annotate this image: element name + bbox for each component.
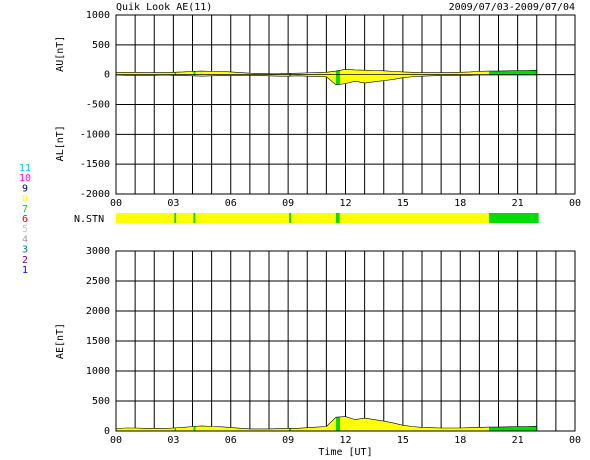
x-tick-label: 15 <box>397 435 409 446</box>
nstn-label: N.STN <box>74 214 104 225</box>
x-tick-label: 00 <box>110 198 122 209</box>
y-tick-label: 2500 <box>86 276 110 287</box>
station-legend-label: 3 <box>22 245 28 256</box>
nstn-segment <box>290 213 336 223</box>
station-legend-label: 10 <box>19 173 31 184</box>
x-tick-label: 09 <box>282 435 294 446</box>
station-legend-label: 8 <box>22 194 28 205</box>
y-axis-label: AU[nT] <box>55 36 66 72</box>
x-tick-label: 03 <box>167 435 179 446</box>
nstn-segment <box>289 213 291 223</box>
y-tick-label: 1500 <box>86 336 110 347</box>
y-axis-label: AE[nT] <box>55 323 66 359</box>
x-tick-label: 06 <box>225 435 237 446</box>
y-tick-label: -1000 <box>80 129 110 140</box>
x-tick-label: 09 <box>282 198 294 209</box>
date-range: 2009/07/03-2009/07/04 <box>449 2 575 13</box>
x-tick-label: 00 <box>569 198 581 209</box>
station-legend-label: 4 <box>22 234 28 245</box>
nstn-segment <box>195 213 290 223</box>
nstn-segment <box>335 213 340 223</box>
chart-title: Quik Look AE(11) <box>116 2 212 13</box>
y-tick-label: -1500 <box>80 159 110 170</box>
y-tick-label: 500 <box>92 396 110 407</box>
x-tick-label: 12 <box>339 435 351 446</box>
x-tick-label: 21 <box>512 198 524 209</box>
y-tick-label: 2000 <box>86 306 110 317</box>
x-tick-label: 00 <box>110 435 122 446</box>
x-tick-label: 18 <box>454 435 466 446</box>
station-legend-label: 9 <box>22 183 28 194</box>
y-tick-label: -2000 <box>80 189 110 200</box>
y-tick-label: -500 <box>86 100 110 111</box>
area-series <box>115 416 538 432</box>
station-legend-label: 6 <box>22 214 28 225</box>
station-legend-label: 1 <box>22 265 28 276</box>
nstn-segment <box>176 213 194 223</box>
x-tick-label: 12 <box>339 198 351 209</box>
x-axis-label: Time [UT] <box>318 447 372 458</box>
nstn-segment <box>488 213 539 223</box>
plot-frame <box>115 14 576 195</box>
station-legend-label: 11 <box>19 163 31 174</box>
y-tick-label: 0 <box>104 426 110 437</box>
x-tick-label: 18 <box>454 198 466 209</box>
y-tick-label: 1000 <box>86 10 110 21</box>
nstn-segment <box>193 213 196 223</box>
nstn-segment <box>174 213 177 223</box>
x-tick-label: 03 <box>167 198 179 209</box>
plot-frame <box>115 250 576 432</box>
station-legend-label: 5 <box>22 224 28 235</box>
x-tick-label: 06 <box>225 198 237 209</box>
x-tick-label: 21 <box>512 435 524 446</box>
y-tick-label: 0 <box>104 70 110 81</box>
y-tick-label: 1000 <box>86 366 110 377</box>
area-series <box>115 68 538 75</box>
y-axis-label: AL[nT] <box>55 125 66 161</box>
nstn-segment <box>339 213 489 223</box>
nstn-segment <box>116 213 175 223</box>
area-series <box>115 74 538 86</box>
station-legend-label: 2 <box>22 255 28 266</box>
y-tick-label: 3000 <box>86 246 110 257</box>
x-tick-label: 00 <box>569 435 581 446</box>
x-tick-label: 15 <box>397 198 409 209</box>
y-tick-label: 500 <box>92 40 110 51</box>
station-legend-label: 7 <box>22 204 28 215</box>
